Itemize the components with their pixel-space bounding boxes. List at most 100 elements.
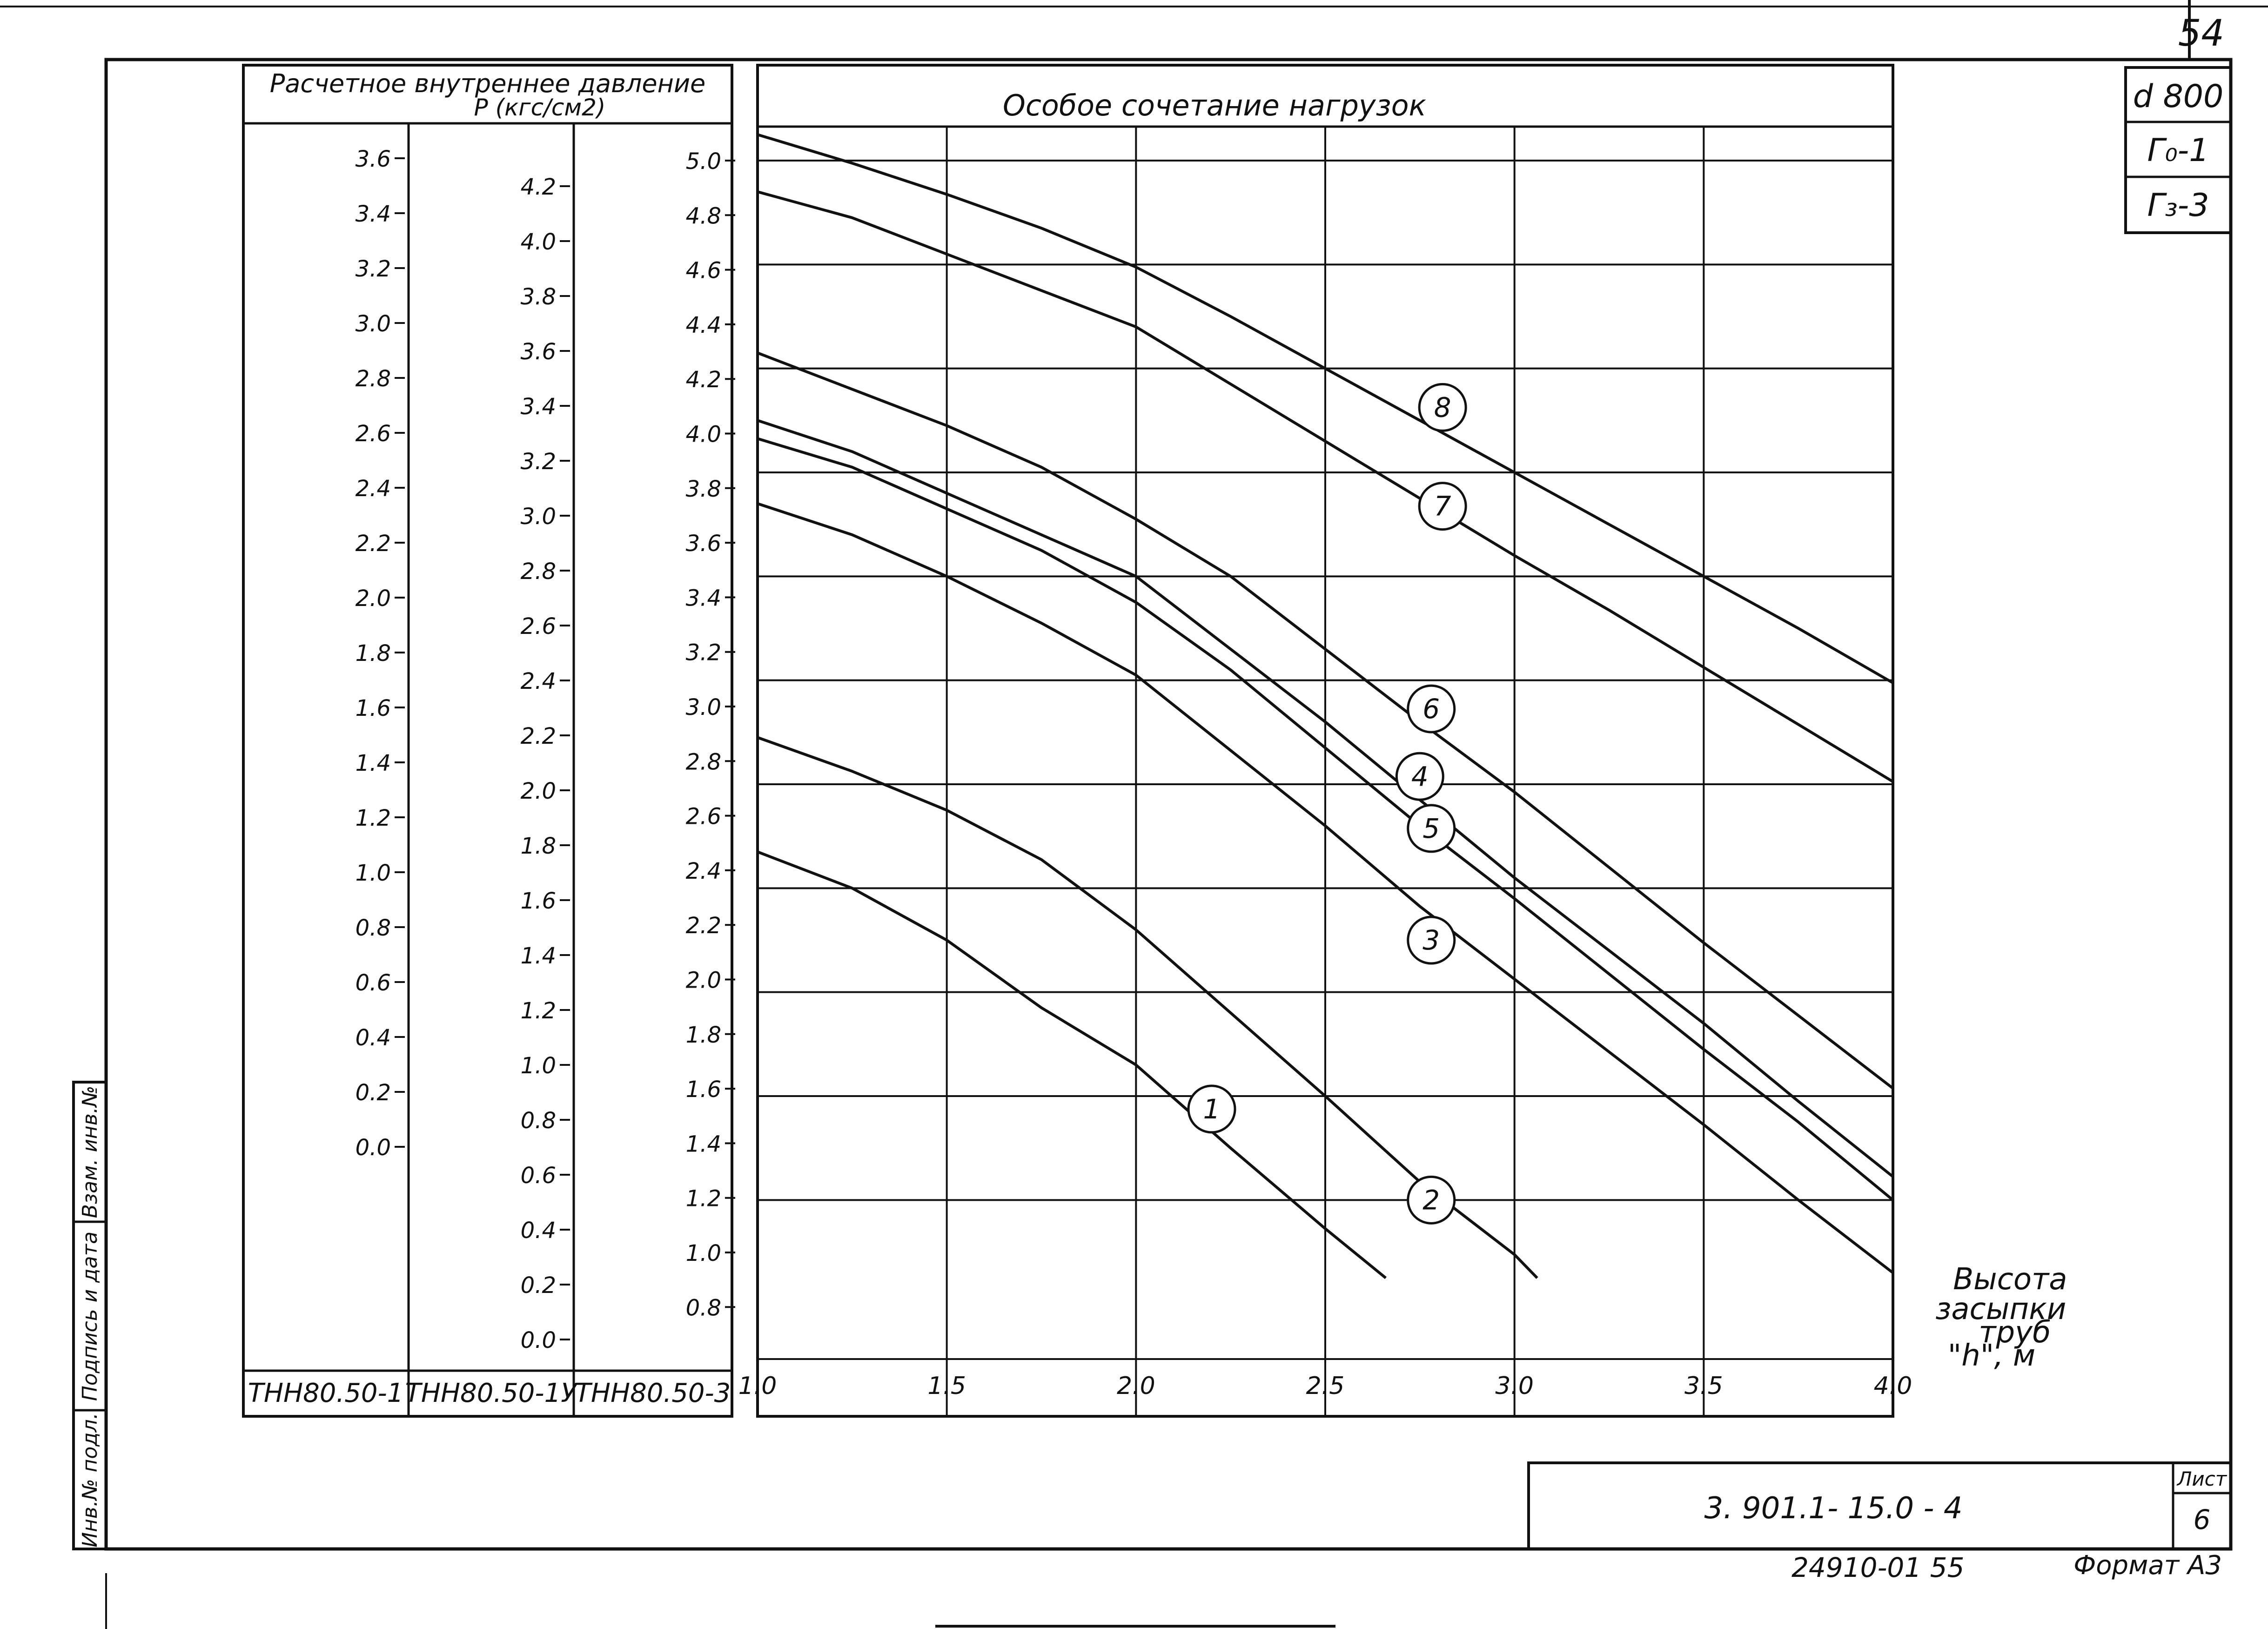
side-code-g0: Г₀-1 xyxy=(2147,132,2209,169)
chart-grid xyxy=(758,127,1893,1416)
page-number-box xyxy=(2188,0,2231,61)
x-tick-label: 1.5 xyxy=(927,1372,966,1400)
series-label-4: 4 xyxy=(1411,761,1429,792)
pressure-tick-label: 1.2 xyxy=(521,998,556,1024)
pressure-title-line2: P (кгс/см2) xyxy=(474,94,606,121)
format-label: Формат А3 xyxy=(2073,1550,2222,1581)
pressure-tick-label: 3.2 xyxy=(686,640,721,666)
pressure-tick-label: 2.6 xyxy=(521,613,556,639)
pressure-tick-label: 3.6 xyxy=(686,531,721,557)
pressure-tick-label: 0.2 xyxy=(521,1272,556,1299)
x-axis-label-line1: Высота xyxy=(1953,1262,2067,1297)
chart-series: 1 2 3 4 5 6 7 8 xyxy=(757,133,1894,1279)
pressure-tick-label: 4.6 xyxy=(686,258,721,284)
pressure-tick-label: 2.2 xyxy=(686,913,721,939)
series-label-7: 7 xyxy=(1434,491,1451,522)
series-line-6 xyxy=(757,351,1894,1090)
series-label-6: 6 xyxy=(1423,693,1440,725)
pressure-tick-label: 2.8 xyxy=(521,559,556,585)
pressure-tick-label: 3.4 xyxy=(686,585,721,611)
pressure-tick-label: 0.2 xyxy=(356,1080,391,1106)
pressure-tick-label: 0.4 xyxy=(356,1025,391,1051)
footer-number: 24910-01 55 xyxy=(1792,1552,1964,1583)
pressure-tick-label: 1.8 xyxy=(686,1022,721,1048)
pressure-tick-label: 4.2 xyxy=(521,174,556,200)
x-axis-label: Высота засыпки труб "h", м xyxy=(1935,1262,2077,1373)
pressure-tick-label: 3.0 xyxy=(521,504,556,530)
series-line-7 xyxy=(757,190,1894,783)
series-label-8: 8 xyxy=(1434,391,1451,423)
pressure-tick-label: 3.6 xyxy=(521,339,556,365)
pressure-tick-label: 3.0 xyxy=(356,311,391,337)
series-label-circle-5 xyxy=(1407,804,1456,853)
pressure-tick-label: 2.4 xyxy=(356,476,391,502)
pressure-tick-label: 2.2 xyxy=(356,531,391,557)
x-tick-label: 2.5 xyxy=(1306,1372,1345,1400)
series-label-1: 1 xyxy=(1203,1093,1221,1125)
pressure-tick-label: 3.6 xyxy=(356,146,391,172)
pressure-tick-label: 2.6 xyxy=(686,804,721,830)
pressure-column-name-1: ТНН80.50-1 xyxy=(248,1378,404,1408)
pressure-tick-label: 2.0 xyxy=(686,968,721,994)
x-tick-label: 2.0 xyxy=(1117,1372,1155,1400)
series-line-1 xyxy=(757,850,1387,1279)
pressure-tick-label: 1.8 xyxy=(521,833,556,859)
pressure-tick-label: 1.6 xyxy=(686,1077,721,1103)
series-line-8 xyxy=(757,133,1894,684)
pressure-tick-label: 0.4 xyxy=(521,1218,556,1244)
pressure-tick-label: 4.8 xyxy=(686,203,721,229)
pressure-tick-label: 3.4 xyxy=(356,201,391,227)
x-tick-label: 4.0 xyxy=(1874,1372,1912,1400)
pressure-tick-label: 3.2 xyxy=(521,449,556,475)
stamp-label-sign: Подпись и дата xyxy=(78,1232,102,1401)
series-line-4 xyxy=(757,419,1894,1178)
pressure-tick-label: 4.0 xyxy=(521,229,556,255)
pressure-tick-label: 0.8 xyxy=(356,915,391,941)
pressure-tick-label: 1.0 xyxy=(521,1053,556,1079)
pressure-tick-label: 1.0 xyxy=(686,1240,721,1266)
x-axis-label-line3: труб xyxy=(1979,1315,2051,1350)
pressure-tick-label: 0.0 xyxy=(521,1327,556,1353)
pressure-tick-label: 1.4 xyxy=(686,1131,721,1157)
left-stamp: Инв.№ подл. Подпись и дата Взам. инв.№ xyxy=(72,1081,107,1550)
series-label-circle-1 xyxy=(1187,1084,1236,1134)
pressure-tick-label: 3.8 xyxy=(521,284,556,310)
pressure-column-name-3: ТНН80.50-3 xyxy=(575,1378,731,1408)
pressure-tick-label: 1.6 xyxy=(356,695,391,721)
sheet-number: 6 xyxy=(2194,1504,2211,1535)
pressure-tick-label: 1.4 xyxy=(356,750,391,776)
pressure-tick-label: 0.6 xyxy=(356,970,391,996)
page-number: 54 xyxy=(2178,13,2224,54)
series-label-circle-2 xyxy=(1407,1175,1456,1225)
series-line-5 xyxy=(757,437,1894,1201)
pressure-tick-label: 1.2 xyxy=(356,805,391,831)
side-code-g3: Г₃-3 xyxy=(2147,187,2209,224)
series-label-2: 2 xyxy=(1423,1184,1440,1216)
stamp-label-inv: Инв.№ подл. xyxy=(78,1413,102,1548)
pressure-tick-label: 2.4 xyxy=(686,858,721,884)
pressure-tick-label: 1.6 xyxy=(521,888,556,914)
pressure-tick-label: 2.0 xyxy=(521,778,556,804)
pressure-tick-label: 1.8 xyxy=(356,640,391,666)
x-axis-label-line2: засыпки xyxy=(1935,1292,2066,1326)
pressure-tick-label: 2.6 xyxy=(356,421,391,447)
series-label-circle-4 xyxy=(1395,752,1444,801)
pressure-tick-label: 2.4 xyxy=(521,668,556,694)
pressure-tick-label: 1.0 xyxy=(356,860,391,886)
stamp-label-replace: Взам. инв.№ xyxy=(78,1086,102,1218)
series-label-circle-6 xyxy=(1407,684,1456,734)
pressure-tick-label: 2.8 xyxy=(686,749,721,775)
series-label-5: 5 xyxy=(1423,813,1440,844)
pressure-title-line1: Расчетное внутреннее давление xyxy=(270,69,706,98)
chart-title: Особое сочетание нагрузок xyxy=(1003,88,1426,122)
outer-frame xyxy=(104,58,2233,1551)
x-tick-label: 3.0 xyxy=(1495,1372,1534,1400)
pressure-scale-ticks: 3.6 3.4 3.2 3.0 2.8 2.6 2.4 2.2 2.0 1.8 1.6 1.4 1.2 1… xyxy=(356,146,735,1353)
title-block: 3. 901.1- 15.0 - 4 Лист 6 xyxy=(1527,1461,2232,1550)
side-code-diameter: d 800 xyxy=(2133,78,2224,115)
x-tick-label: 3.5 xyxy=(1684,1372,1723,1400)
series-label-3: 3 xyxy=(1423,924,1440,956)
pressure-tick-label: 3.4 xyxy=(521,394,556,420)
series-line-3 xyxy=(757,502,1894,1274)
